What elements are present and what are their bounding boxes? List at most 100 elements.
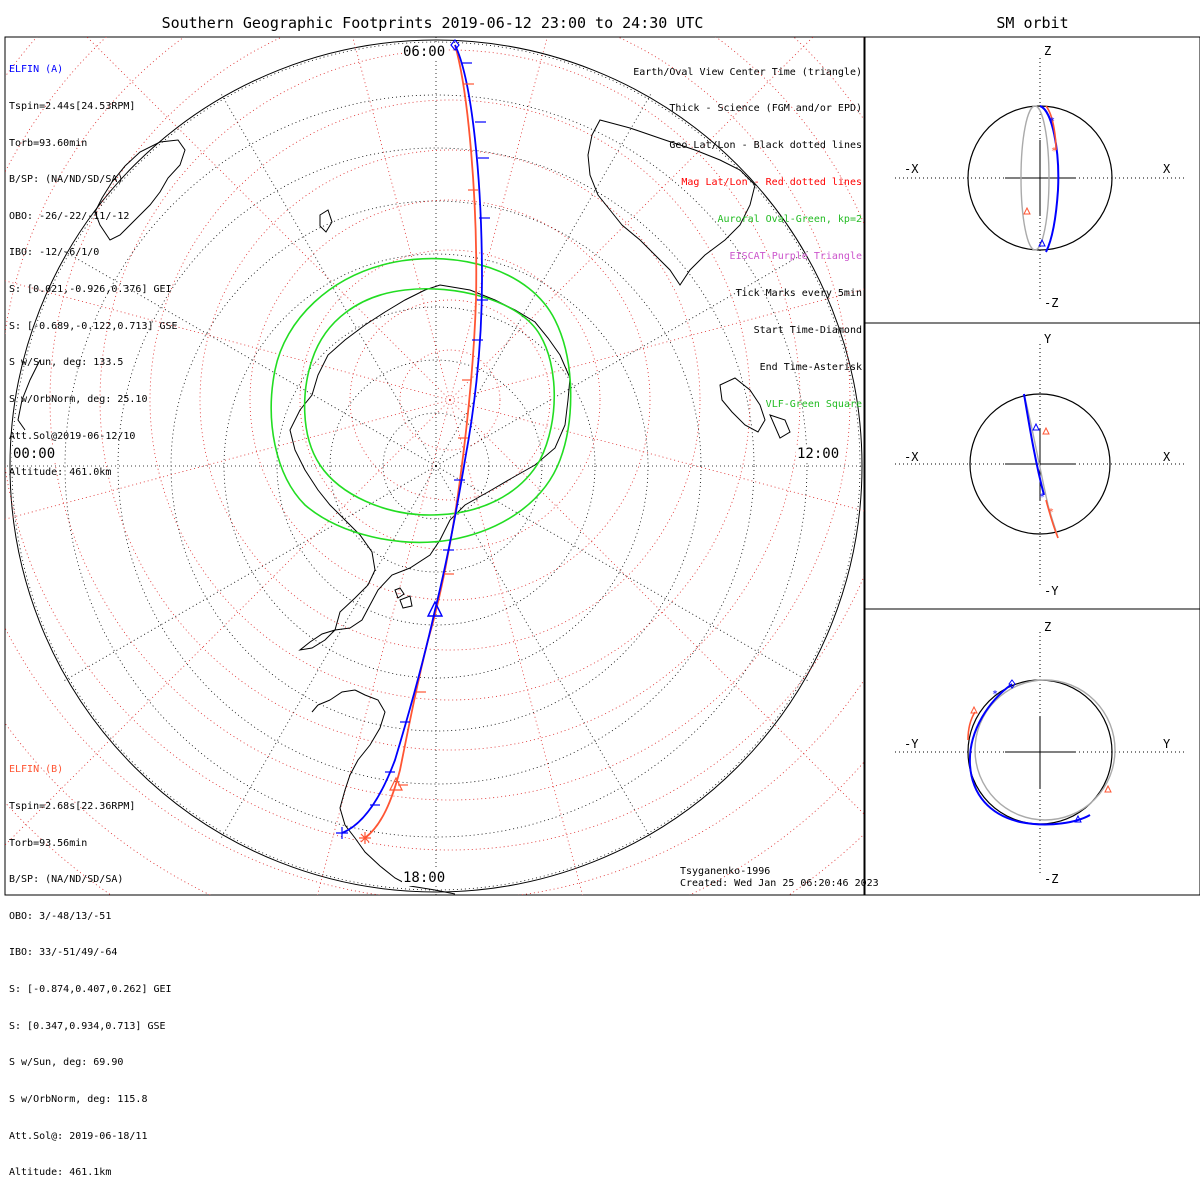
- sm-panel-xy: * *: [895, 344, 1185, 585]
- geo-latitude-circle: [276, 306, 596, 626]
- antarctica-coastline: [289, 284, 571, 631]
- mag-latitude-circle: [49, 37, 851, 801]
- mag-latitude-circle: [399, 349, 501, 451]
- sm1-axis-right: X: [1163, 162, 1171, 176]
- svg-text:*: *: [1039, 492, 1045, 503]
- mag-latitude-circle: [199, 149, 701, 651]
- elfin-a-line: Tspin=2.44s[24.53RPM]: [9, 101, 136, 113]
- mag-grid-lines: [5, 37, 864, 895]
- australia-coastline: [587, 119, 756, 286]
- elfin-b-line: S w/Sun, deg: 69.90: [9, 1057, 124, 1069]
- sm3-axis-top: Z: [1044, 620, 1052, 634]
- elfin-a-name: ELFIN (A): [9, 64, 64, 76]
- legend-item: End Time-Asterisk: [759, 361, 862, 373]
- elfin-a-line: OBO: -26/-22/-11/-12: [9, 210, 130, 222]
- hour-label-top: 06:00: [402, 44, 447, 60]
- elfin-a-line: S: [0.021,-0.926,0.376] GEI: [9, 284, 172, 296]
- auroral-oval-inner: [303, 287, 556, 516]
- map-legend: Earth/Oval View Center Time (triangle) T…: [633, 42, 862, 423]
- mag-latitude-circle: [249, 199, 651, 601]
- legend-item: Tick Marks every 5min: [735, 287, 862, 299]
- model-label: Tsyganenko-1996: [680, 866, 771, 877]
- elfin-b-line: S: [-0.874,0.407,0.262] GEI: [9, 984, 172, 996]
- elfin-b-line: Torb=93.56min: [9, 837, 88, 849]
- sm-frame: [864, 36, 1200, 896]
- start-diamond: [450, 39, 460, 51]
- auroral-oval-outer: [270, 257, 572, 544]
- elfin-b-line: Att.Sol@: 2019-06-18/11: [9, 1130, 148, 1142]
- sm2-axis-top: Y: [1044, 332, 1052, 346]
- mag-longitude-line: [449, 399, 864, 815]
- new-zealand-coastline: [719, 377, 791, 439]
- elfin-b-line: S w/OrbNorm, deg: 115.8: [9, 1093, 148, 1105]
- mag-longitude-line: [352, 37, 451, 401]
- end-asterisk-a: [336, 827, 348, 839]
- elfin-a-line: S w/Sun, deg: 133.5: [9, 357, 124, 369]
- sm2-axis-bottom: -Y: [1044, 584, 1059, 598]
- sm2-axis-right: X: [1163, 450, 1171, 464]
- elfin-b-line: Altitude: 461.1km: [9, 1167, 112, 1179]
- elfin-a-tick-marks: [370, 62, 490, 806]
- sm1-axis-top: Z: [1044, 44, 1052, 58]
- elfin-a-line: Att.Sol@2019-06-12/10: [9, 430, 136, 442]
- legend-item: Mag Lat/Lon - Red dotted lines: [681, 177, 862, 189]
- legend-item: VLF-Green Square: [765, 398, 862, 410]
- mag-longitude-line: [449, 288, 864, 401]
- legend-item: Start Time-Diamond: [753, 324, 862, 336]
- mag-longitude-line: [5, 399, 451, 846]
- legend-item: Geo Lat/Lon - Black dotted lines: [669, 140, 862, 152]
- elfin-b-line: IBO: 33/-51/49/-64: [9, 947, 118, 959]
- sm3-axis-bottom: -Z: [1044, 872, 1059, 886]
- elfin-b-line: OBO: 3/-48/13/-51: [9, 910, 112, 922]
- elfin-b-view-triangle: [389, 776, 403, 791]
- hour-label-right: 12:00: [796, 446, 841, 462]
- sm3-axis-left: -Y: [904, 737, 919, 751]
- svg-text:*: *: [1049, 116, 1055, 127]
- mag-longitude-line: [449, 37, 814, 401]
- geo-latitude-circle: [64, 94, 808, 838]
- svg-text:*: *: [1051, 146, 1057, 157]
- elfin-a-line: Torb=93.60min: [9, 137, 88, 149]
- mag-longitude-line: [316, 399, 451, 895]
- antarctic-peninsula: [298, 629, 336, 651]
- legend-item: Auroral Oval-Green, kp=2: [717, 214, 863, 226]
- sm1-axis-bottom: -Z: [1044, 296, 1059, 310]
- elfin-b-line: Tspin=2.68s[22.36RPM]: [9, 801, 136, 813]
- south-america-coastline: [311, 689, 456, 895]
- elfin-b-info: ELFIN (B) Tspin=2.68s[22.36RPM] Torb=93.…: [9, 740, 172, 1192]
- elfin-b-line: S: [0.347,0.934,0.713] GSE: [9, 1020, 166, 1032]
- geo-grid-lines: [6, 37, 864, 895]
- elfin-b-name: ELFIN (B): [9, 764, 64, 776]
- view-center-triangle: [426, 600, 444, 617]
- mag-longitude-line: [449, 399, 584, 895]
- legend-item: EISCAT-Purple Triangle: [729, 251, 862, 263]
- elfin-a-line: IBO: -12/-6/1/0: [9, 247, 100, 259]
- islands-south-atlantic: [394, 587, 413, 609]
- elfin-a-line: S w/OrbNorm, deg: 25.10: [9, 393, 148, 405]
- elfin-b-line: B/SP: (NA/ND/SD/SA): [9, 874, 124, 886]
- mag-latitude-circle: [149, 99, 751, 701]
- sm-panel-yz: *: [895, 632, 1185, 875]
- map-title: Southern Geographic Footprints 2019-06-1…: [161, 14, 704, 32]
- end-asterisk-b: [359, 832, 371, 844]
- geo-longitude-line: [63, 465, 437, 682]
- elfin-a-line: B/SP: (NA/ND/SD/SA): [9, 174, 124, 186]
- sm2-axis-left: -X: [904, 450, 919, 464]
- mag-longitude-line: [449, 37, 548, 401]
- elfin-b-footprint-track: [364, 44, 478, 839]
- mag-latitude-circle: [349, 299, 551, 501]
- hour-label-bottom: 18:00: [402, 870, 447, 886]
- mag-longitude-line: [5, 399, 451, 520]
- elfin-a-footprint-track: [341, 44, 483, 834]
- svg-text:*: *: [1048, 507, 1054, 518]
- mag-longitude-line: [86, 37, 451, 401]
- legend-item: Thick - Science (FGM and/or EPD): [669, 103, 862, 115]
- geo-latitude-circle: [117, 147, 755, 785]
- africa-coastline: [17, 139, 186, 431]
- geo-longitude-line: [220, 93, 437, 467]
- mag-latitude-circle: [99, 49, 801, 751]
- elfin-b-tick-marks: [398, 83, 478, 786]
- hour-label-left: 00:00: [12, 446, 57, 462]
- sm3-axis-right: Y: [1163, 737, 1171, 751]
- svg-text:*: *: [992, 689, 998, 700]
